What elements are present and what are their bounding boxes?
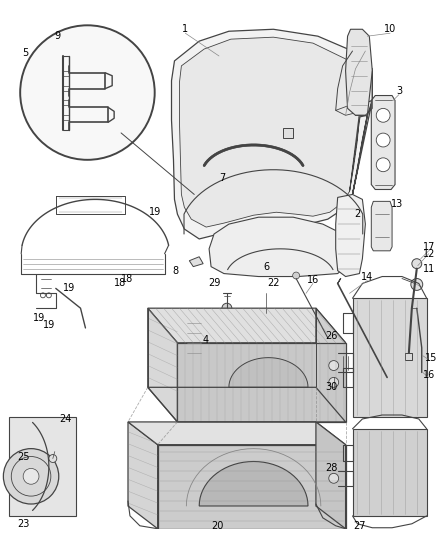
Polygon shape (316, 422, 346, 529)
Circle shape (293, 272, 300, 279)
Circle shape (376, 108, 390, 122)
Circle shape (222, 303, 232, 313)
Polygon shape (336, 195, 365, 277)
Circle shape (376, 158, 390, 172)
Polygon shape (346, 29, 372, 115)
Text: 12: 12 (423, 249, 435, 259)
Text: 11: 11 (423, 264, 435, 273)
Text: 27: 27 (353, 521, 366, 531)
Circle shape (404, 364, 412, 372)
Text: 1: 1 (182, 25, 188, 34)
Text: 8: 8 (173, 265, 179, 276)
Text: 10: 10 (384, 25, 396, 34)
Circle shape (329, 473, 339, 483)
Circle shape (376, 133, 390, 147)
Text: 25: 25 (17, 451, 29, 462)
Circle shape (329, 377, 339, 387)
Polygon shape (209, 217, 348, 277)
Text: 9: 9 (55, 31, 61, 41)
Polygon shape (158, 445, 346, 529)
Text: 17: 17 (423, 242, 435, 252)
Polygon shape (283, 128, 293, 138)
Text: 30: 30 (325, 382, 338, 392)
Circle shape (329, 361, 339, 370)
Text: 26: 26 (325, 331, 338, 341)
Text: 14: 14 (361, 271, 374, 281)
Text: 19: 19 (33, 313, 45, 323)
Text: 2: 2 (354, 209, 360, 219)
Text: 23: 23 (17, 519, 29, 529)
Polygon shape (371, 95, 395, 190)
Text: 18: 18 (121, 273, 133, 284)
Text: 16: 16 (307, 276, 319, 286)
Circle shape (186, 345, 202, 361)
Polygon shape (199, 462, 308, 506)
Text: 20: 20 (211, 521, 223, 531)
Circle shape (20, 25, 155, 160)
Text: 29: 29 (208, 278, 220, 288)
Text: 19: 19 (43, 320, 55, 330)
Polygon shape (353, 429, 427, 516)
Ellipse shape (184, 311, 205, 365)
Circle shape (262, 312, 270, 320)
Text: 6: 6 (263, 262, 269, 272)
Polygon shape (148, 308, 177, 422)
Circle shape (49, 455, 57, 463)
Text: 22: 22 (267, 278, 279, 288)
Text: 3: 3 (396, 86, 402, 95)
Polygon shape (189, 257, 203, 266)
Polygon shape (316, 308, 346, 422)
Text: 16: 16 (423, 370, 435, 381)
Polygon shape (177, 343, 346, 422)
Text: 19: 19 (148, 207, 161, 217)
Polygon shape (148, 308, 346, 343)
Text: 7: 7 (219, 173, 225, 183)
Polygon shape (353, 298, 427, 417)
Circle shape (4, 449, 59, 504)
Text: 28: 28 (325, 463, 338, 473)
Polygon shape (128, 422, 346, 445)
Circle shape (418, 372, 426, 379)
Polygon shape (128, 422, 158, 529)
Text: 18: 18 (114, 278, 126, 288)
Polygon shape (180, 37, 362, 227)
Polygon shape (229, 358, 308, 387)
Text: 13: 13 (391, 199, 403, 209)
Text: 5: 5 (22, 48, 28, 58)
Text: 15: 15 (424, 353, 437, 362)
Text: 19: 19 (63, 284, 75, 293)
Polygon shape (9, 417, 76, 516)
Circle shape (411, 279, 423, 290)
Circle shape (412, 259, 422, 269)
Text: 4: 4 (203, 335, 209, 345)
Polygon shape (172, 29, 372, 239)
Circle shape (23, 469, 39, 484)
Polygon shape (371, 201, 392, 251)
Text: 24: 24 (60, 414, 72, 424)
